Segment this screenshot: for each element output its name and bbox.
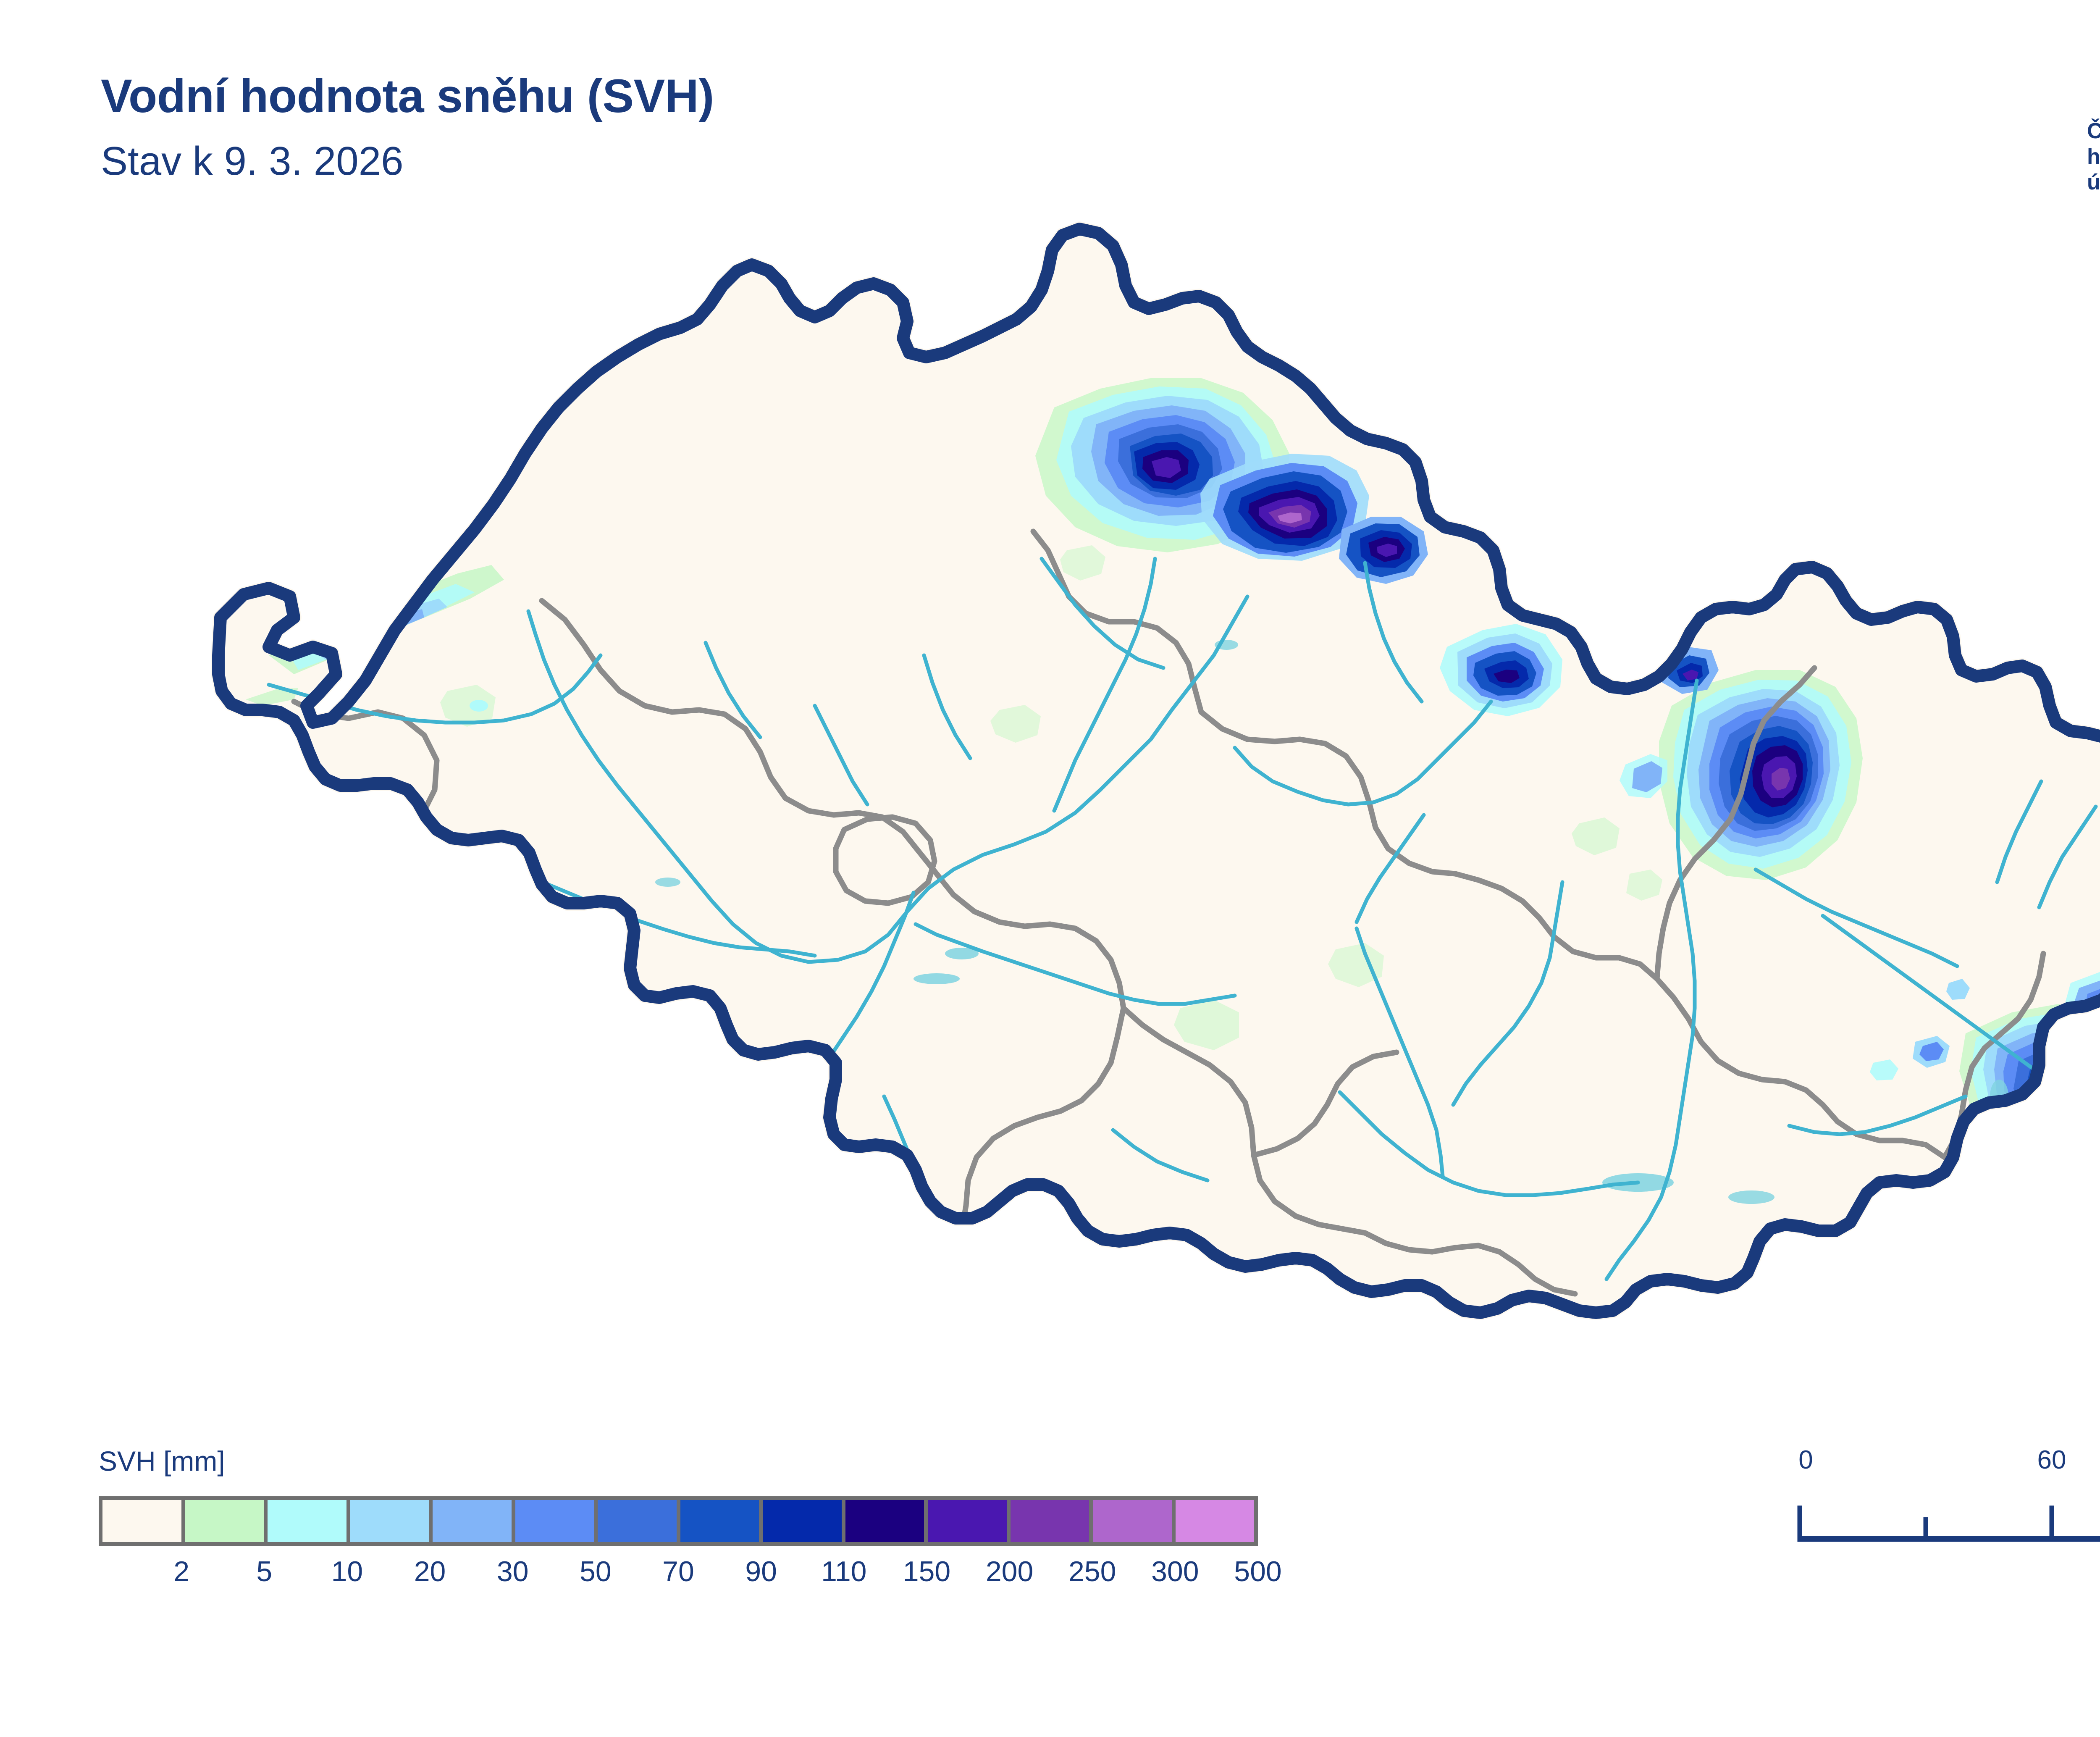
- legend-color-bar: [99, 1496, 1258, 1546]
- legend-tick-70: 70: [662, 1556, 694, 1587]
- legend-tick-300: 300: [1151, 1556, 1199, 1587]
- logo-line-3: ústav: [2087, 170, 2100, 194]
- legend-tick-20: 20: [414, 1556, 446, 1587]
- legend-tick-500: 500: [1234, 1556, 1282, 1587]
- logo-line-2: hydrometeorologický: [2087, 144, 2100, 169]
- legend-swatch-30: [433, 1500, 515, 1542]
- map-canvas[interactable]: [0, 160, 2100, 1399]
- legend-tick-30: 30: [496, 1556, 529, 1587]
- legend-tick-labels: 2 5 10 20 30 50 70 90 110 150 200 250 300 500: [99, 1555, 1282, 1593]
- chmi-logo-wordmark: Český hydrometeorologický ústav: [2087, 118, 2100, 195]
- legend-tick-150: 150: [903, 1556, 951, 1587]
- scale-label-60: 60: [2037, 1445, 2066, 1474]
- legend-tick-5: 5: [256, 1556, 273, 1587]
- legend-tick-90: 90: [745, 1556, 777, 1587]
- page-title: Vodní hodnota sněhu (SVH): [101, 70, 714, 122]
- scale-label-0: 0: [1798, 1445, 1813, 1474]
- legend-tick-110: 110: [821, 1556, 867, 1587]
- swe-krkonose-jizerske: [1035, 378, 1428, 584]
- legend-swatch-250: [1010, 1500, 1093, 1542]
- page-subtitle: Stav k 9. 3. 2026: [101, 138, 404, 184]
- czech-republic-map[interactable]: [0, 160, 2100, 1399]
- header: Vodní hodnota sněhu (SVH) Stav k 9. 3. 2…: [101, 71, 1445, 182]
- chmi-logo: Český hydrometeorologický ústav: [1978, 63, 2100, 202]
- legend-swatch-500: [1175, 1500, 1254, 1542]
- legend-swatch-20: [350, 1500, 433, 1542]
- legend-swatch-10: [268, 1500, 350, 1542]
- map-region-boundaries: [291, 528, 2046, 1311]
- legend-swatch-50: [515, 1500, 598, 1542]
- legend-swatch-110: [763, 1500, 845, 1542]
- legend-tick-200: 200: [985, 1556, 1034, 1587]
- scale-bar-labels: 060120 km: [1798, 1445, 2100, 1481]
- scale-tick-major: [2049, 1506, 2054, 1542]
- swe-orlicke-hory: [1440, 624, 1562, 716]
- legend-title: SVH [mm]: [99, 1445, 225, 1477]
- legend-swatch-5: [185, 1500, 268, 1542]
- scale-bar-axis: [1800, 1536, 2100, 1542]
- legend-tick-10: 10: [331, 1556, 363, 1587]
- legend-swatch-2: [102, 1500, 185, 1542]
- legend-tick-50: 50: [580, 1556, 612, 1587]
- swe-sumava: [462, 1046, 823, 1313]
- scale-tick-major: [1797, 1506, 1802, 1542]
- legend-tick-250: 250: [1068, 1556, 1116, 1587]
- legend-swatch-150: [845, 1500, 928, 1542]
- scale-bar-graphic: [1797, 1503, 2100, 1542]
- legend-swatch-70: [598, 1500, 680, 1542]
- legend: SVH [mm] 2 5 10 20 30 50 70 90 110 150 200 250 300 50…: [99, 1445, 1282, 1593]
- legend-tick-2: 2: [173, 1556, 190, 1587]
- legend-swatch-200: [928, 1500, 1011, 1542]
- scale-bar: 060120 km: [1797, 1445, 2100, 1542]
- legend-swatch-90: [680, 1500, 763, 1542]
- swe-jeseniky: [1620, 647, 1863, 880]
- scale-tick-minor: [1923, 1517, 1928, 1542]
- legend-swatch-300: [1093, 1500, 1176, 1542]
- swe-ceskomoravska-vrchovina: [440, 545, 1662, 1050]
- logo-line-1: Český: [2087, 119, 2100, 143]
